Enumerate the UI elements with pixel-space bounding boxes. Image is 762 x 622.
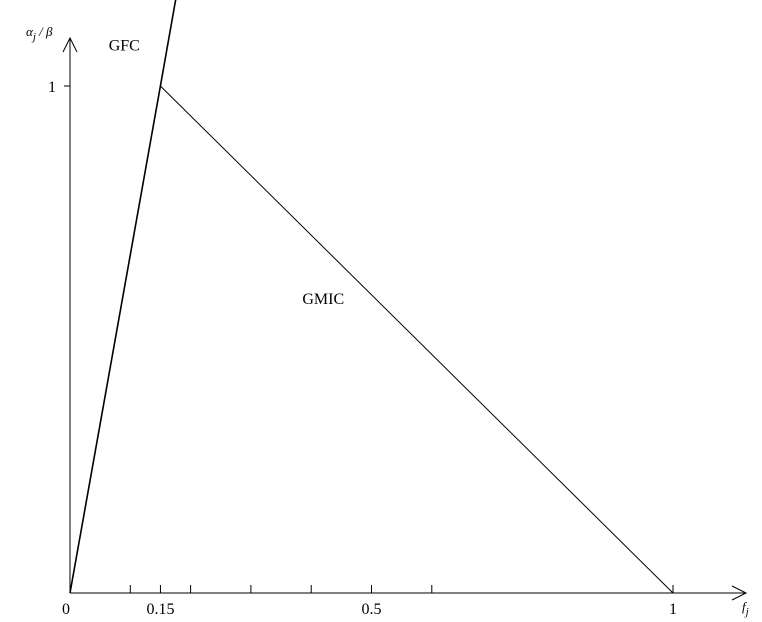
curve-label-gfc: GFC [109, 38, 140, 55]
series-line-gmic [160, 85, 674, 594]
x-ticks [64, 85, 674, 593]
y-axis-label: αj / β [26, 24, 53, 43]
curves [69, 0, 674, 594]
x-axis-label: fj [742, 599, 749, 618]
series-line-gfc [69, 0, 177, 594]
y-axis-arrowhead [62, 36, 78, 53]
axes [62, 36, 748, 601]
x-tick-label: 1 [669, 601, 677, 618]
x-tick-label: 0.15 [146, 601, 174, 618]
labels: 1 0 0.15 0.5 1 GFC GMIC αj / β fj [26, 24, 749, 618]
y-tick-label: 1 [48, 79, 56, 96]
x-tick-label: 0.5 [362, 601, 382, 618]
x-axis-arrowhead [731, 585, 748, 601]
x-tick-label: 0 [62, 601, 70, 618]
curve-label-gmic: GMIC [302, 291, 344, 308]
